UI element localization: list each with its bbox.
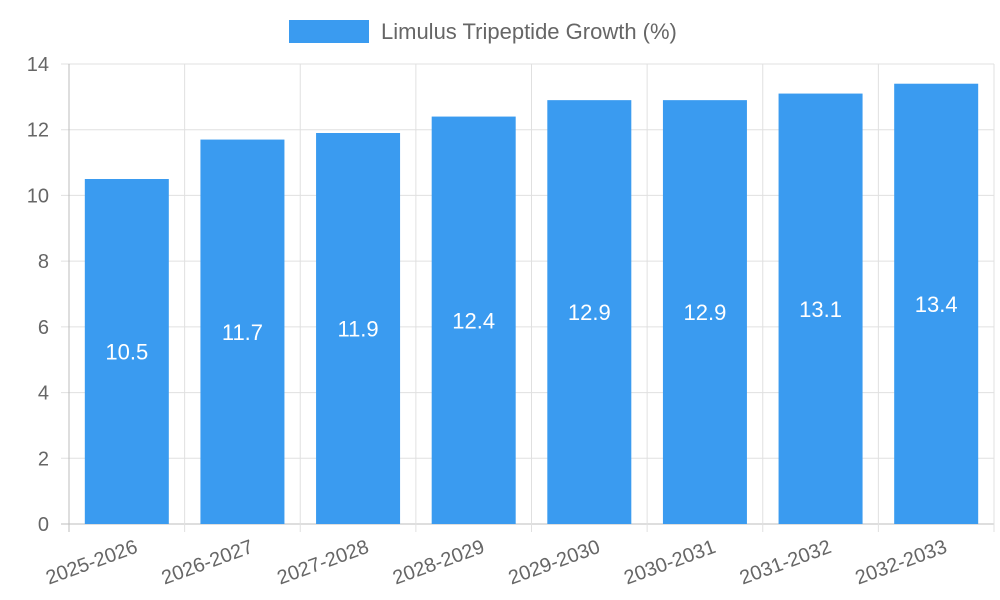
bar-2027-2028[interactable]	[316, 133, 401, 524]
x-tick-label: 2030-2031	[621, 536, 718, 589]
bar-value-label: 12.9	[684, 300, 727, 325]
bar-value-label: 13.4	[915, 292, 958, 317]
bar-value-label: 13.1	[799, 297, 842, 322]
x-tick-label: 2028-2029	[390, 536, 487, 589]
bar-series: 10.5 11.7 11.9 12.4 12.9 12.9 13.1 13.4	[84, 83, 979, 525]
chart-legend[interactable]: Limulus Tripeptide Growth (%)	[289, 19, 677, 44]
x-tick-label: 2032-2033	[852, 536, 949, 589]
x-tick-label: 2029-2030	[506, 536, 603, 589]
y-tick-label: 6	[38, 317, 49, 339]
legend-swatch	[289, 20, 369, 43]
bar-value-label: 11.9	[337, 317, 378, 342]
y-tick-label: 0	[38, 514, 49, 536]
y-axis: 0 2 4 6 8 10 12 14	[27, 54, 49, 536]
bar-2028-2029[interactable]	[431, 116, 516, 525]
y-tick-label: 10	[27, 185, 49, 207]
bar-value-label: 12.9	[568, 300, 611, 325]
bar-2031-2032[interactable]	[778, 93, 863, 525]
legend-label: Limulus Tripeptide Growth (%)	[381, 19, 677, 44]
y-tick-label: 12	[27, 120, 49, 142]
y-tick-label: 4	[38, 383, 49, 405]
bar-value-label: 12.4	[452, 308, 495, 333]
bar-2025-2026[interactable]	[84, 179, 169, 524]
x-tick-label: 2031-2032	[737, 536, 834, 589]
bar-2026-2027[interactable]	[200, 139, 285, 525]
bar-2030-2031[interactable]	[662, 100, 747, 525]
x-tick-label: 2027-2028	[274, 536, 371, 589]
y-tick-label: 14	[27, 54, 49, 76]
x-axis: 2025-2026 2026-2027 2027-2028 2028-2029 2029…	[43, 536, 950, 589]
x-tick-label: 2026-2027	[159, 536, 256, 589]
bar-value-label: 10.5	[105, 340, 148, 365]
bar-2029-2030[interactable]	[547, 100, 632, 525]
y-tick-label: 8	[38, 251, 49, 273]
x-tick-label: 2025-2026	[43, 536, 140, 589]
bar-2032-2033[interactable]	[894, 83, 979, 524]
bar-value-label: 11.7	[222, 320, 263, 345]
y-tick-label: 2	[38, 448, 49, 470]
